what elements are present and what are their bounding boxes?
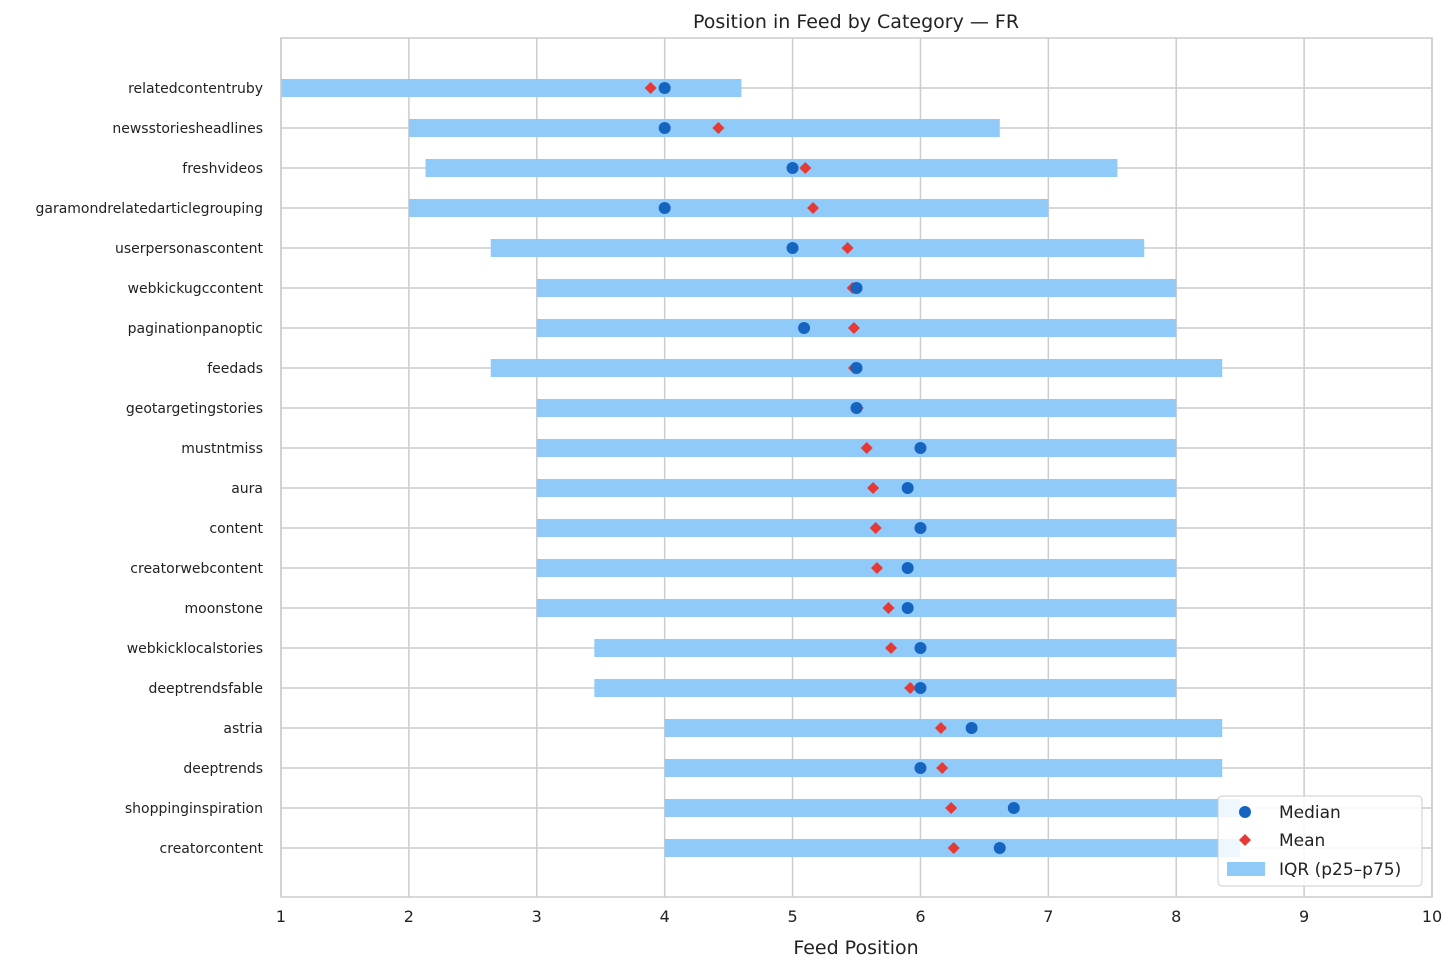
legend-iqr-label: IQR (p25–p75)	[1279, 860, 1401, 880]
x-axis-title: Feed Position	[793, 937, 918, 959]
x-tick-label: 3	[532, 907, 542, 926]
x-tick-label: 7	[1043, 907, 1053, 926]
category-label: content	[209, 521, 263, 537]
median-marker	[914, 522, 926, 534]
median-marker	[659, 82, 671, 94]
category-label: newsstoriesheadlines	[112, 121, 263, 137]
median-marker	[659, 122, 671, 134]
median-marker	[851, 282, 863, 294]
x-tick-label: 4	[660, 907, 670, 926]
category-label: moonstone	[185, 601, 263, 617]
iqr-bar	[409, 199, 1048, 217]
category-label: shoppinginspiration	[125, 801, 263, 817]
category-label: creatorwebcontent	[130, 561, 263, 577]
median-marker	[914, 442, 926, 454]
category-label: relatedcontentruby	[128, 81, 263, 97]
category-label: webkickugccontent	[128, 281, 264, 297]
iqr-bar	[537, 599, 1176, 617]
legend-iqr-swatch	[1227, 862, 1265, 876]
legend-median-label: Median	[1279, 803, 1341, 823]
median-marker	[787, 162, 799, 174]
category-label: creatorcontent	[160, 841, 264, 857]
x-tick-label: 10	[1422, 907, 1442, 926]
iqr-bar	[537, 479, 1176, 497]
iqr-bar	[426, 159, 1118, 177]
x-tick-label: 8	[1171, 907, 1181, 926]
median-marker	[966, 722, 978, 734]
x-tick-label: 5	[787, 907, 797, 926]
category-label: geotargetingstories	[126, 401, 263, 417]
median-marker	[914, 762, 926, 774]
median-marker	[659, 202, 671, 214]
iqr-bar	[537, 439, 1176, 457]
category-label: astria	[223, 721, 263, 737]
x-tick-label: 9	[1299, 907, 1309, 926]
legend: Median Mean IQR (p25–p75)	[1218, 796, 1422, 886]
iqr-bar	[409, 119, 1000, 137]
median-marker	[902, 602, 914, 614]
median-marker	[994, 842, 1006, 854]
category-label: feedads	[207, 361, 263, 377]
legend-mean-label: Mean	[1279, 831, 1325, 851]
median-marker	[798, 322, 810, 334]
category-label: paginationpanoptic	[128, 321, 263, 337]
category-label: deeptrends	[183, 761, 263, 777]
iqr-bar	[594, 679, 1176, 697]
median-marker	[851, 402, 863, 414]
chart: relatedcontentruby newsstoriesheadlines fr…	[0, 0, 1456, 971]
iqr-bar	[281, 79, 741, 97]
iqr-bar	[537, 519, 1176, 537]
iqr-bar	[491, 239, 1145, 257]
median-marker	[914, 682, 926, 694]
category-label: deeptrendsfable	[148, 681, 263, 697]
iqr-bar	[537, 559, 1176, 577]
category-label: aura	[231, 481, 263, 497]
median-marker	[902, 562, 914, 574]
category-label: userpersonascontent	[115, 241, 264, 257]
x-tick-label: 6	[915, 907, 925, 926]
median-marker	[902, 482, 914, 494]
median-marker	[914, 642, 926, 654]
legend-median-swatch	[1239, 806, 1251, 818]
category-label: freshvideos	[182, 161, 263, 177]
median-marker	[787, 242, 799, 254]
category-label: garamondrelatedarticlegrouping	[35, 201, 263, 217]
median-marker	[1008, 802, 1020, 814]
category-label: mustntmiss	[181, 441, 263, 457]
median-marker	[851, 362, 863, 374]
category-label: webkicklocalstories	[127, 641, 263, 657]
chart-title: Position in Feed by Category — FR	[693, 11, 1019, 33]
x-tick-label: 1	[276, 907, 286, 926]
x-tick-label: 2	[404, 907, 414, 926]
